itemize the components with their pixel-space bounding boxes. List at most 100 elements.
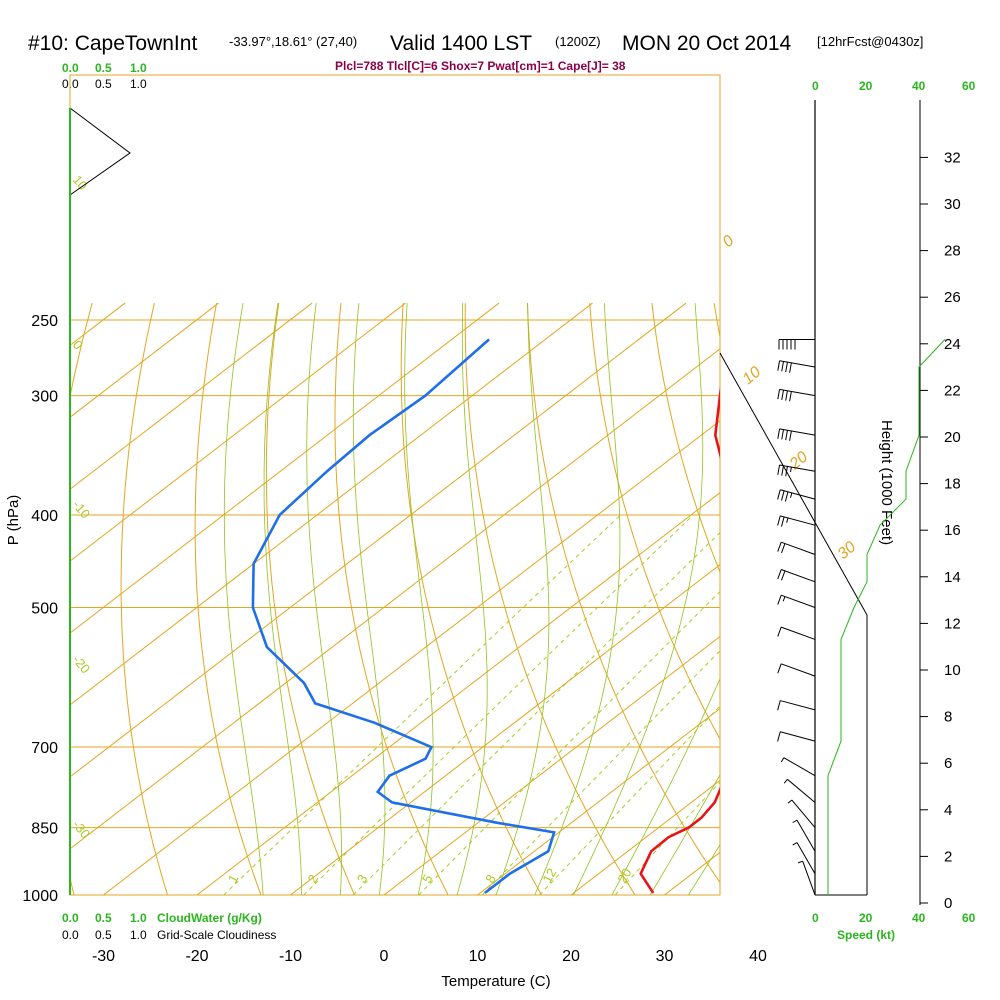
wind-barb-flag (777, 515, 781, 526)
isotherm-line (70, 302, 313, 490)
svg-text:0: 0 (812, 911, 819, 925)
moist-adiabat (223, 303, 264, 895)
wind-barb (797, 860, 816, 896)
svg-text:0.0: 0.0 (62, 77, 79, 91)
isotherm-line (70, 302, 500, 634)
cloud-cover-triangle (69, 107, 131, 196)
wind-barb-flag (777, 700, 781, 711)
wind-barb-flag (777, 663, 782, 674)
wind-barb (777, 626, 816, 640)
svg-text:0.0: 0.0 (62, 928, 79, 942)
height-tick-label: 18 (944, 476, 961, 493)
isotherm-line (102, 420, 720, 895)
svg-text:1.0: 1.0 (130, 61, 147, 75)
height-tick-label: 16 (944, 522, 961, 539)
height-tick-label: 20 (944, 429, 961, 446)
valid-date: MON 20 Oct 2014 (622, 32, 792, 55)
wind-barb (777, 700, 816, 711)
forecast-text: [12hrFcst@0430z] (817, 34, 923, 49)
wind-barb-flag (777, 389, 781, 400)
wind-barb (777, 663, 816, 677)
wind-barb-staff (780, 731, 816, 742)
parcel-parameters: Plcl=788 Tlcl[C]=6 Shox=7 Pwat[cm]=1 Cap… (335, 59, 626, 73)
height-tick-label: 12 (944, 615, 961, 632)
temperature-tick-label: -20 (185, 948, 208, 965)
wind-barb-staff (781, 541, 816, 555)
wind-barb (777, 731, 816, 742)
wind-barb-flag (785, 390, 788, 401)
dry-adiabat-label: -20 (70, 652, 94, 676)
svg-text:20: 20 (859, 79, 873, 93)
wind-barb-flag (784, 491, 789, 502)
dry-adiabat (120, 302, 169, 895)
wind-barb-half-flag (790, 466, 792, 473)
wind-barb (778, 338, 815, 350)
wind-barb-flag (781, 361, 784, 372)
wind-barb-staff (779, 428, 816, 436)
thermo-grid (70, 302, 1000, 915)
height-tick-label: 6 (944, 755, 952, 772)
wind-barb-flag (777, 428, 781, 439)
temperature-profile (639, 385, 720, 894)
wind-barb (777, 428, 816, 441)
svg-text:0.5: 0.5 (95, 61, 112, 75)
wind-barb-flag (789, 430, 792, 441)
mixing-ratio-line (418, 590, 720, 895)
mixing-ratio-line (303, 514, 694, 895)
cloud-scale-bottom: 0.0 0.5 1.0 CloudWater (g/Kg) 0.0 0.5 1.… (62, 911, 276, 942)
wind-barb-flag (781, 429, 784, 440)
height-tick-label: 32 (944, 149, 961, 166)
moist-adiabat (456, 303, 488, 895)
cloud-scale-top: 0.0 0.5 1.0 0.0 0.5 1.0 (62, 61, 147, 91)
temperature-ticks: -30 -20 -10 0 10 20 30 40 (92, 948, 767, 965)
isotherm-label: 30 (835, 539, 860, 564)
moist-adiabat (263, 303, 303, 895)
pressure-tick-label: 300 (31, 389, 58, 406)
wind-barb-flag (785, 430, 788, 441)
height-tick-label: 22 (944, 382, 961, 399)
wind-barb-flag (781, 389, 784, 401)
height-tick-label: 4 (944, 802, 952, 819)
moist-adiabat (534, 303, 621, 895)
speed-scale-bottom: 0 20 40 60 Speed (kt) (812, 911, 976, 942)
temperature-axis-title: Temperature (C) (441, 973, 550, 990)
wind-barb-staff (787, 778, 816, 803)
svg-text:20: 20 (859, 911, 873, 925)
svg-text:1.0: 1.0 (130, 928, 147, 942)
temperature-tick-label: 0 (380, 948, 389, 965)
height-tick-label: 2 (944, 848, 952, 865)
wind-barb-flag (781, 570, 786, 581)
temperature-tick-label: -10 (279, 948, 302, 965)
wind-barb (777, 388, 816, 402)
isotherm-line (825, 303, 1000, 915)
dry-adiabat (527, 303, 720, 884)
dry-adiabat-label: -10 (70, 497, 94, 521)
wind-barb-flag (785, 362, 788, 373)
wind-barb-flag (781, 543, 786, 554)
wind-barb-half-flag (782, 596, 786, 602)
mixing-ratio-label: 1 (225, 872, 242, 886)
dry-adiabat (334, 303, 449, 895)
moist-adiabat (572, 303, 704, 895)
isotherm-line (70, 302, 593, 706)
dry-adiabat (400, 303, 543, 895)
wind-barb-half-flag (797, 860, 803, 864)
dry-adiabat (589, 303, 720, 740)
pressure-tick-label: 850 (31, 821, 58, 838)
wind-barb-flag (777, 541, 782, 552)
mixing-ratio-line (352, 531, 720, 895)
wind-barb-flag (777, 595, 782, 605)
temperature-tick-label: 10 (469, 948, 487, 965)
speed-scale-top: 0 20 40 60 (812, 79, 976, 93)
wind-barb-flag (789, 362, 792, 373)
svg-text:40: 40 (912, 911, 926, 925)
height-tick-label: 0 (944, 895, 952, 912)
temperature-tick-label: 40 (749, 948, 767, 965)
dewpoint-profile (251, 338, 556, 894)
mixing-ratio-label: 3 (354, 872, 371, 886)
height-tick-label: 26 (944, 289, 961, 306)
isotherm-line (70, 302, 126, 347)
wind-barb-half-flag (780, 757, 785, 763)
valid-time: Valid 1400 LST (390, 32, 532, 55)
